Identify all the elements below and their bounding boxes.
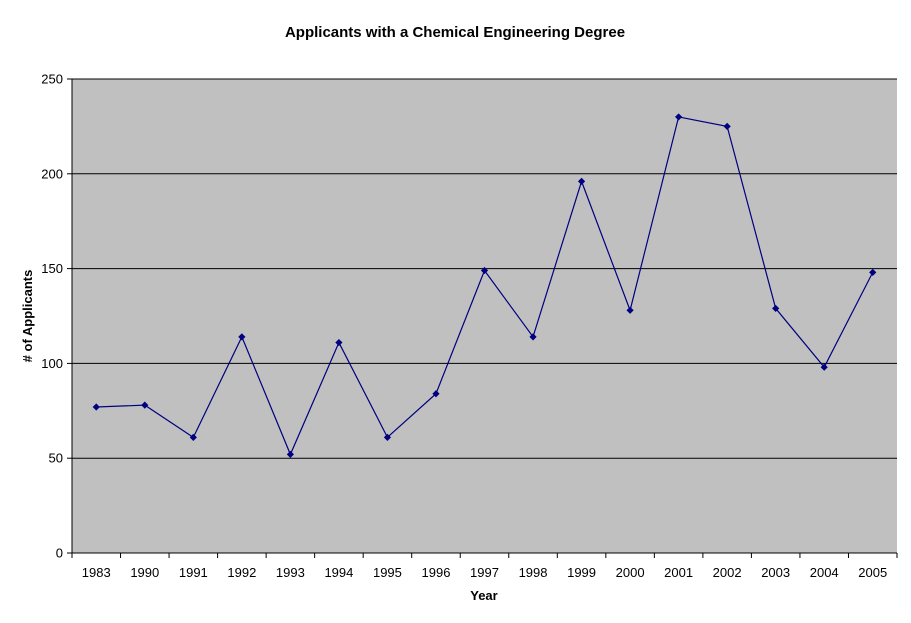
data-point — [238, 333, 246, 341]
data-point — [675, 113, 683, 121]
plot-area — [72, 79, 897, 553]
data-point — [335, 338, 343, 347]
y-axis-ticks: 0 50 100 150 200 250 — [41, 72, 72, 561]
x-tick-label: 1998 — [519, 565, 548, 580]
y-tick-label: 100 — [41, 356, 63, 371]
x-tick-label: 1999 — [567, 565, 596, 580]
x-tick-label: 2002 — [713, 565, 742, 580]
x-tick-label: 1983 — [82, 565, 111, 580]
data-point — [383, 433, 392, 441]
series — [92, 113, 877, 459]
data-point — [480, 266, 489, 275]
data-point — [141, 401, 149, 409]
data-point — [189, 433, 197, 441]
data-point — [723, 122, 731, 130]
data-point — [92, 403, 100, 411]
x-tick-label: 1996 — [422, 565, 451, 580]
data-point — [626, 306, 634, 314]
data-point — [286, 450, 294, 459]
chart-title: Applicants with a Chemical Engineering D… — [285, 24, 625, 41]
x-tick-label: 2005 — [858, 565, 887, 580]
x-axis-title: Year — [470, 588, 497, 603]
data-point — [869, 268, 877, 276]
y-tick-label: 50 — [49, 451, 63, 466]
x-tick-label: 1997 — [470, 565, 499, 580]
x-tick-label: 1992 — [227, 565, 256, 580]
y-tick-label: 200 — [41, 166, 63, 181]
x-tick-label: 1995 — [373, 565, 402, 580]
y-axis-title: # of Applicants — [20, 270, 35, 363]
x-tick-label: 2004 — [810, 565, 839, 580]
x-tick-label: 2001 — [664, 565, 693, 580]
x-tick-label: 1993 — [276, 565, 305, 580]
x-tick-label: 1991 — [179, 565, 208, 580]
x-tick-label: 1994 — [324, 565, 353, 580]
data-point — [529, 333, 537, 341]
y-tick-label: 150 — [41, 261, 63, 276]
y-tick-label: 0 — [56, 546, 63, 561]
data-point — [772, 304, 780, 313]
x-tick-label: 1990 — [130, 565, 159, 580]
data-point — [432, 390, 440, 398]
x-tick-label: 2000 — [616, 565, 645, 580]
axes — [71, 79, 897, 554]
x-axis-ticks: 1983 1990 1991 1992 1993 1994 1995 1996 1997 1998… — [71, 553, 898, 580]
data-point — [577, 177, 586, 185]
data-point — [820, 363, 828, 371]
x-tick-label: 2003 — [761, 565, 790, 580]
y-tick-label: 250 — [41, 72, 63, 87]
